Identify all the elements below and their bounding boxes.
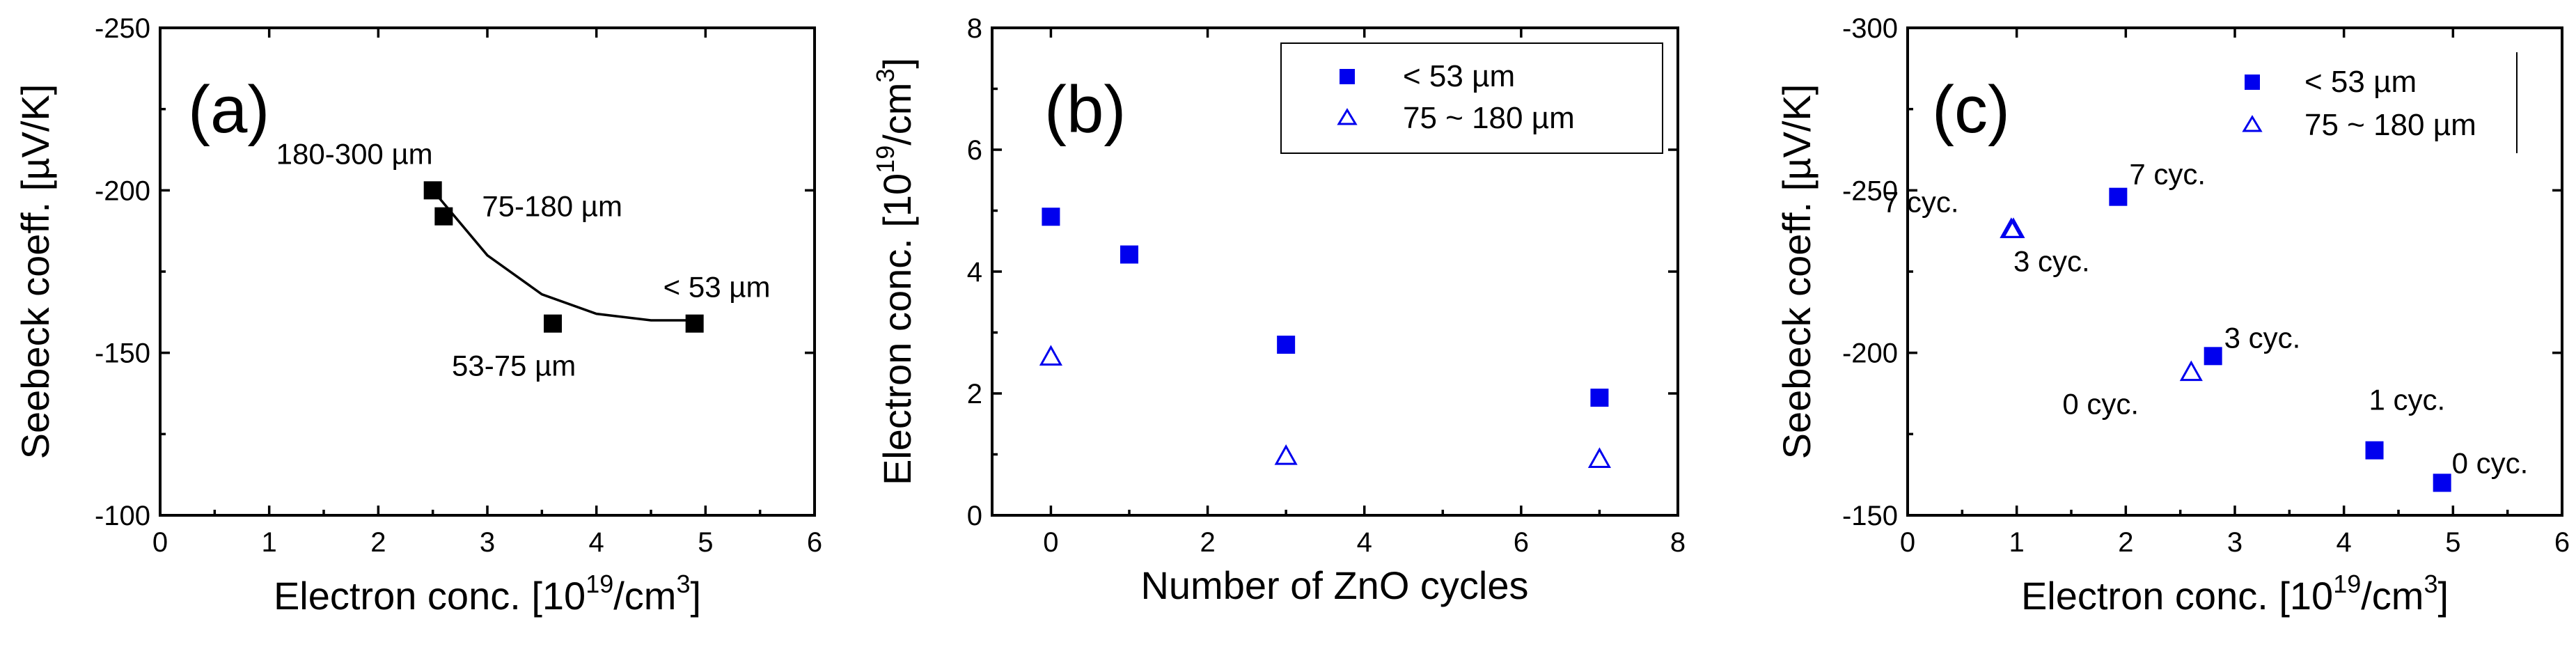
panel-a-point-label: 75-180 µm xyxy=(482,190,622,223)
panel-b-legend: < 53 µm 75 ~ 180 µm xyxy=(1280,42,1663,154)
panel-a-xlabel: Electron conc. [1019/cm3] xyxy=(274,570,701,618)
b-ytick-label: 6 xyxy=(967,135,982,166)
panel-c-ylabel: Seebeck coeff. [µV/K] xyxy=(1775,84,1819,460)
c-xtick-label: 0 xyxy=(1900,527,1915,558)
panel-c-tick-labels: 0 1 2 3 4 5 6 -150 -200 -250 -300 xyxy=(1842,13,2570,558)
panel-a-ticks xyxy=(159,26,816,517)
panel-c-points xyxy=(2000,187,2451,492)
panel-b-legend-label-1: < 53 µm xyxy=(1403,59,1515,93)
panel-c: 0 1 2 3 4 5 6 -150 -200 -250 -300 (c) 7 cyc. 3 cyc.… xyxy=(1775,13,2570,618)
panel-b-legend-triangle-marker xyxy=(1337,108,1358,125)
panel-c-point-label: 1 cyc. xyxy=(2369,384,2446,416)
b-ytick-label: 4 xyxy=(967,257,982,288)
panel-a-points xyxy=(423,181,704,333)
panel-c-point-label: 0 cyc. xyxy=(2062,388,2139,421)
panel-a-ylabel: Seebeck coeff. [µV/K] xyxy=(13,84,57,460)
panel-a-annotations: 180-300 µm 75-180 µm 53-75 µm < 53 µm xyxy=(276,137,771,382)
panel-a-point-label: 53-75 µm xyxy=(452,350,576,382)
b-xtick-label: 2 xyxy=(1200,527,1215,558)
panel-b-point-small xyxy=(1120,245,1138,264)
panel-b: 0 2 4 6 8 0 2 4 6 8 (b) < 53 µm 75 ~ 180 µm Numbe… xyxy=(871,13,1686,607)
panel-c-point-label: 3 cyc. xyxy=(2224,321,2301,354)
c-xtick-label: 1 xyxy=(2009,527,2025,558)
panel-b-legend-square-marker xyxy=(1340,69,1355,84)
a-xtick-label: 6 xyxy=(807,527,822,558)
c-xtick-label: 2 xyxy=(2118,527,2133,558)
b-xtick-label: 8 xyxy=(1670,527,1686,558)
c-xtick-label: 6 xyxy=(2554,527,2570,558)
a-ytick-label: -250 xyxy=(95,13,150,44)
panel-a-point-label: 180-300 µm xyxy=(276,137,433,170)
panel-a-tick-labels: 0 1 2 3 4 5 6 -100 -150 -200 -250 xyxy=(95,13,822,558)
a-xtick-label: 3 xyxy=(480,527,495,558)
panel-a-point xyxy=(544,314,562,333)
panel-a-label: (a) xyxy=(188,72,269,147)
c-xtick-label: 3 xyxy=(2227,527,2243,558)
panel-c-xlabel: Electron conc. [1019/cm3] xyxy=(2021,570,2449,618)
panel-b-point-small xyxy=(1042,208,1060,226)
c-xtick-label: 4 xyxy=(2337,527,2352,558)
panel-c-point-large xyxy=(2179,360,2203,382)
panel-c-legend-label-1: < 53 µm xyxy=(2304,65,2417,99)
panel-c-point-small xyxy=(2109,187,2128,206)
panel-b-point-small xyxy=(1590,389,1609,407)
panel-c-point-small xyxy=(2365,441,2384,460)
a-xtick-label: 5 xyxy=(698,527,713,558)
a-xtick-label: 1 xyxy=(262,527,277,558)
panel-c-point-label: 7 cyc. xyxy=(2129,158,2206,191)
panel-b-ylabel: Electron conc. [1019/cm3] xyxy=(871,58,919,485)
c-xtick-label: 5 xyxy=(2445,527,2460,558)
b-xtick-label: 0 xyxy=(1043,527,1058,558)
panel-a-point xyxy=(434,207,453,226)
panel-c-point-small xyxy=(2433,474,2451,492)
panel-a-point xyxy=(423,181,442,200)
c-ytick-label: -250 xyxy=(1842,175,1898,206)
panel-c-ticks xyxy=(1906,26,2563,517)
panel-a-point xyxy=(685,314,704,333)
panel-b-point-small xyxy=(1277,336,1296,354)
panel-b-point-large xyxy=(1039,345,1062,366)
a-ytick-label: -100 xyxy=(95,501,150,531)
panel-b-legend-box xyxy=(1280,42,1663,154)
panel-b-legend-label-2: 75 ~ 180 µm xyxy=(1403,101,1575,135)
panel-c-point-large xyxy=(2002,217,2025,238)
panel-b-ticks xyxy=(992,26,1679,517)
panel-b-tick-labels: 0 2 4 6 8 0 2 4 6 8 xyxy=(967,13,1686,558)
panel-c-label: (c) xyxy=(1932,72,2010,147)
c-ytick-label: -300 xyxy=(1842,13,1898,44)
panel-b-point-large xyxy=(1274,444,1298,465)
panel-a-fit-curve xyxy=(432,189,695,322)
c-ytick-label: -150 xyxy=(1842,501,1898,531)
c-ytick-label: -200 xyxy=(1842,338,1898,369)
panel-c-point-small xyxy=(2204,347,2222,366)
a-xtick-label: 2 xyxy=(370,527,386,558)
panel-c-legend-triangle-marker xyxy=(2242,115,2263,132)
panel-b-points xyxy=(1039,208,1611,468)
panel-c-legend-label-2: 75 ~ 180 µm xyxy=(2304,108,2476,142)
b-ytick-label: 2 xyxy=(967,379,982,409)
panel-c-legend-square-marker xyxy=(2245,75,2260,90)
b-ytick-label: 8 xyxy=(967,13,982,44)
b-ytick-label: 0 xyxy=(967,501,982,531)
panel-a: 0 1 2 3 4 5 6 -100 -150 -200 -250 (a) 180-300 µm 75… xyxy=(13,13,822,618)
panel-a-point-label: < 53 µm xyxy=(663,271,771,304)
a-ytick-label: -200 xyxy=(95,175,150,206)
panel-b-xlabel: Number of ZnO cycles xyxy=(1140,563,1528,607)
a-ytick-label: -150 xyxy=(95,338,150,369)
panel-c-point-label: 7 cyc. xyxy=(1883,185,1959,218)
panel-c-point-label: 3 cyc. xyxy=(2013,244,2090,277)
panel-c-annotations: 7 cyc.3 cyc.1 cyc.0 cyc.7 cyc.3 cyc.0 cy… xyxy=(1883,158,2529,480)
a-xtick-label: 0 xyxy=(152,527,168,558)
panel-c-point-label: 0 cyc. xyxy=(2452,446,2529,479)
b-xtick-label: 6 xyxy=(1514,527,1529,558)
panel-c-legend: < 53 µm 75 ~ 180 µm xyxy=(2242,52,2518,153)
panel-b-label: (b) xyxy=(1044,72,1126,147)
b-xtick-label: 4 xyxy=(1357,527,1372,558)
panel-b-point-large xyxy=(1587,447,1611,468)
a-xtick-label: 4 xyxy=(589,527,604,558)
